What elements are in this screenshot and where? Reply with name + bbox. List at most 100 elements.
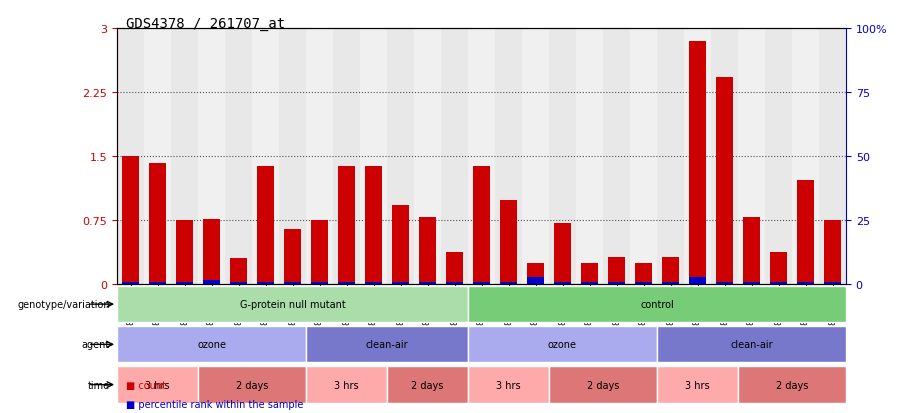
Text: ■ percentile rank within the sample: ■ percentile rank within the sample [126,399,303,409]
Bar [311,221,328,284]
Text: agent: agent [82,339,110,349]
Bar [635,282,652,284]
Bar [770,252,787,284]
Bar [176,221,193,284]
Bar [716,282,733,284]
Bar [360,29,387,284]
Bar [527,278,544,284]
Text: 2 days: 2 days [587,380,619,389]
Bar [365,167,382,284]
Bar [581,263,598,284]
Bar [414,29,441,284]
Bar [689,278,706,284]
Bar [522,29,549,284]
Bar [500,201,517,284]
Bar [279,29,306,284]
FancyBboxPatch shape [306,326,468,363]
Bar [473,282,490,284]
Text: 2 days: 2 days [776,380,808,389]
Bar [581,282,598,284]
Bar [500,282,517,284]
Bar [338,282,355,284]
Bar [284,282,301,284]
Bar [419,218,436,284]
Bar [225,29,252,284]
Text: 2 days: 2 days [411,380,444,389]
Text: G-protein null mutant: G-protein null mutant [239,299,346,309]
Bar [122,157,139,284]
FancyBboxPatch shape [657,326,846,363]
Bar [549,29,576,284]
Bar [360,29,387,284]
Bar [198,29,225,284]
Bar [711,29,738,284]
Bar [257,167,274,284]
Text: ozone: ozone [197,339,226,349]
Bar [203,220,220,284]
Text: 3 hrs: 3 hrs [685,380,710,389]
Bar [387,29,414,284]
Bar [527,263,544,284]
FancyBboxPatch shape [387,367,468,403]
Bar [144,29,171,284]
Bar [549,29,576,284]
Bar [171,29,198,284]
FancyBboxPatch shape [468,367,549,403]
Text: genotype/variation: genotype/variation [17,299,110,309]
FancyBboxPatch shape [549,367,657,403]
Bar [414,29,441,284]
Bar [770,282,787,284]
Bar [149,282,166,284]
Bar [662,257,679,284]
FancyBboxPatch shape [468,286,846,323]
Text: 3 hrs: 3 hrs [496,380,521,389]
Bar [554,282,571,284]
Bar [333,29,360,284]
Bar [711,29,738,284]
Bar [149,164,166,284]
Bar [635,263,652,284]
Bar [117,29,144,284]
Text: clean-air: clean-air [730,339,773,349]
Bar [306,29,333,284]
Text: 3 hrs: 3 hrs [334,380,359,389]
Bar [576,29,603,284]
Bar [306,29,333,284]
Bar [819,29,846,284]
Bar [608,257,625,284]
Bar [446,252,463,284]
Bar [203,280,220,284]
Bar [230,282,247,284]
Bar [468,29,495,284]
Bar [365,282,382,284]
Bar [824,221,841,284]
Bar [419,282,436,284]
Bar [495,29,522,284]
Bar [684,29,711,284]
Bar [117,29,144,284]
Bar [441,29,468,284]
Bar [657,29,684,284]
Bar [522,29,549,284]
Text: control: control [640,299,674,309]
Text: time: time [87,380,110,389]
Bar [338,167,355,284]
Bar [171,29,198,284]
Bar [225,29,252,284]
Bar [765,29,792,284]
Bar [554,223,571,284]
Bar [311,282,328,284]
Bar [824,282,841,284]
FancyBboxPatch shape [306,367,387,403]
FancyBboxPatch shape [738,367,846,403]
Bar [738,29,765,284]
Bar [144,29,171,284]
Bar [284,229,301,284]
Bar [446,282,463,284]
Bar [473,167,490,284]
Bar [630,29,657,284]
Bar [662,282,679,284]
Bar [797,180,814,284]
Bar [608,282,625,284]
Bar [792,29,819,284]
